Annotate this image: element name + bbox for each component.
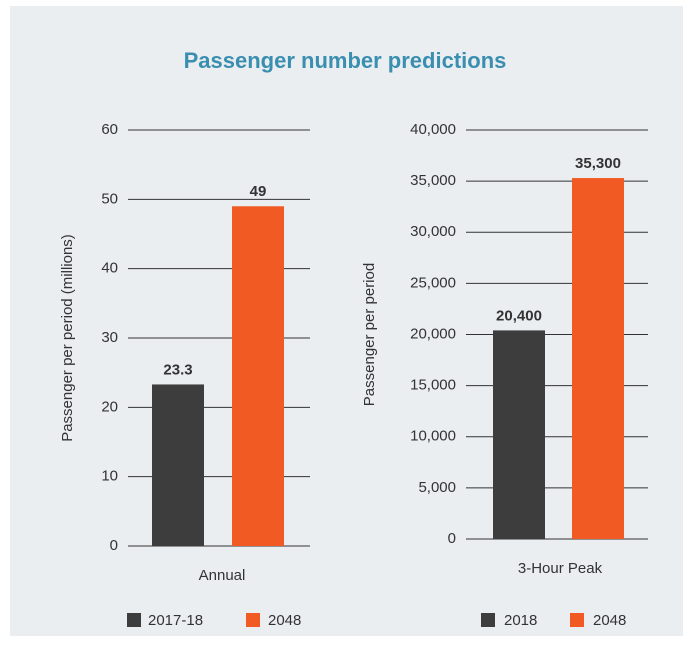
y-tick-label: 15,000 [410,377,456,394]
legend-label: 2017-18 [148,612,203,629]
legend-label: 2048 [593,612,626,629]
value-label: 49 [250,183,267,200]
chart-title: Passenger number predictions [184,48,507,73]
bar [152,384,204,546]
y-tick-label: 10 [101,468,118,485]
legend-swatch [246,613,260,627]
legend-swatch [570,613,584,627]
y-tick-label: 50 [101,190,118,207]
bar [232,206,284,546]
y-tick-label: 5,000 [418,479,456,496]
legend-label: 2048 [268,612,301,629]
y-axis-label: Passenger per period (millions) [59,234,76,442]
y-tick-label: 0 [448,530,456,547]
bar [572,178,624,539]
legend-swatch [481,613,495,627]
y-tick-label: 30,000 [410,223,456,240]
value-label: 20,400 [496,307,542,324]
y-tick-label: 25,000 [410,274,456,291]
value-label: 23.3 [163,361,192,378]
value-label: 35,300 [575,155,621,172]
bar [493,330,545,539]
y-tick-label: 20,000 [410,325,456,342]
y-tick-label: 35,000 [410,172,456,189]
y-tick-label: 20 [101,398,118,415]
y-tick-label: 30 [101,329,118,346]
y-tick-label: 40 [101,260,118,277]
y-tick-label: 40,000 [410,121,456,138]
y-tick-label: 10,000 [410,428,456,445]
panel [10,6,683,636]
y-tick-label: 0 [110,537,118,554]
x-tick-label: Annual [199,567,246,584]
legend-swatch [127,613,141,627]
y-tick-label: 60 [101,121,118,138]
x-tick-label: 3-Hour Peak [518,560,603,577]
y-axis-label: Passenger per period [361,263,378,406]
legend-label: 2018 [504,612,537,629]
